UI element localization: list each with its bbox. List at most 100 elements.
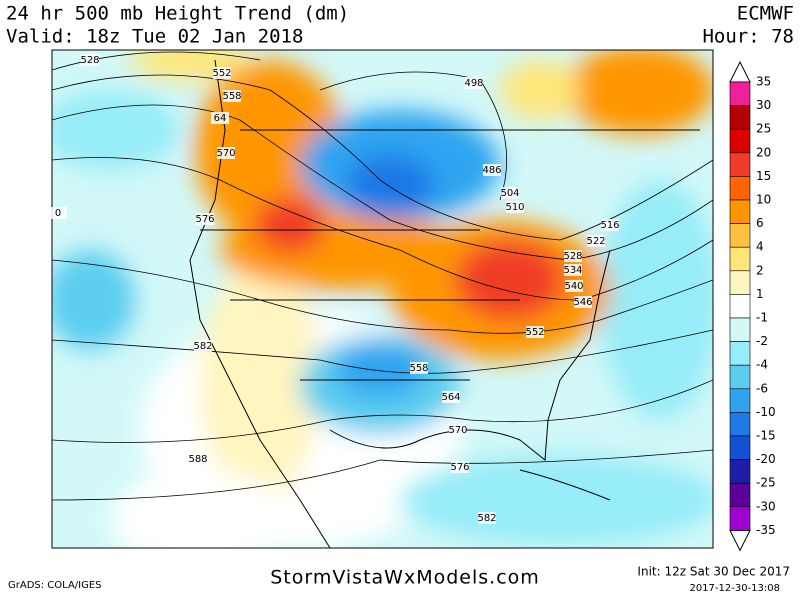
- contour-label-bg: [223, 90, 241, 102]
- colorbar-box: [729, 176, 751, 201]
- forecast-hour: Hour: 78: [702, 26, 794, 48]
- colorbar-box: [729, 459, 751, 484]
- contour-label-bg: [49, 207, 67, 219]
- colorbar-label: -20: [756, 452, 776, 466]
- timestamp: 2017-12-30-13:08: [689, 583, 780, 594]
- contour-label: 576: [450, 462, 469, 473]
- contour-label-bg: [564, 250, 582, 262]
- colorbar-label: 15: [756, 169, 771, 183]
- colorbar-box: [729, 223, 751, 248]
- colorbar-label: -35: [756, 523, 776, 537]
- contour-label-bg: [565, 280, 583, 292]
- title: 24 hr 500 mb Height Trend (dm): [6, 3, 349, 25]
- colorbar-box: [729, 482, 751, 508]
- colorbar-label: 6: [756, 216, 764, 230]
- colorbar-box: [729, 81, 751, 106]
- contour-label: 552: [212, 68, 231, 79]
- contour-label-bg: [506, 201, 524, 213]
- map: [52, 50, 713, 548]
- contour-label: 522: [586, 236, 605, 247]
- colorbar-box: [729, 105, 751, 130]
- contour-label: 498: [464, 78, 483, 89]
- colorbar-label: 2: [756, 263, 764, 277]
- colorbar-label: -30: [756, 499, 776, 513]
- colorbar-box: [729, 341, 751, 366]
- colorbar-box: [729, 412, 751, 437]
- contour-label-bg: [189, 453, 207, 465]
- site-name: StormVistaWxModels.com: [270, 567, 540, 589]
- contour-label: 576: [195, 214, 214, 225]
- colorbar-label: 10: [756, 193, 771, 207]
- colorbar: 35 30 25 20 15 10 6 4 2 1 -1 -2 -4 -6 -10 -15 -20 -25 -30 -…: [729, 60, 776, 552]
- contour-label-bg: [574, 296, 592, 308]
- contour-label: 504: [500, 188, 519, 199]
- contour-label: 570: [216, 148, 235, 159]
- colorbar-box: [729, 294, 751, 319]
- colorbar-box: [729, 128, 751, 154]
- colorbar-box: [729, 152, 751, 177]
- colorbar-box: [729, 270, 751, 295]
- colorbar-box: [729, 246, 751, 272]
- contour-label-bg: [194, 340, 212, 352]
- contour-label-bg: [501, 187, 519, 199]
- software-credit: GrADS: COLA/IGES: [8, 580, 102, 591]
- contour-label-bg: [587, 235, 605, 247]
- contour-label-bg: [478, 512, 496, 524]
- colorbar-label: 20: [756, 145, 771, 159]
- contour-label: 558: [222, 91, 241, 102]
- colorbar-box: [729, 199, 751, 224]
- contour-label: 540: [564, 281, 583, 292]
- contour-label-bg: [213, 67, 231, 79]
- contour-label: 510: [505, 202, 524, 213]
- contour-label: 552: [525, 327, 544, 338]
- colorbar-label: -4: [756, 358, 768, 372]
- contour-label-bg: [601, 219, 619, 231]
- colorbar-label: 35: [756, 75, 771, 89]
- init-time: Init: 12z Sat 30 Dec 2017: [637, 565, 790, 579]
- model-name: ECMWF: [737, 3, 794, 25]
- colorbar-label: -10: [756, 405, 776, 419]
- colorbar-label: -6: [756, 381, 768, 395]
- colorbar-box: [729, 506, 751, 531]
- colorbar-label: -1: [756, 311, 768, 325]
- contour-label-bg: [81, 54, 99, 66]
- contour-label-bg: [526, 326, 544, 338]
- colorbar-end: [729, 60, 751, 83]
- colorbar-label: 25: [756, 122, 771, 136]
- map-frame: [51, 49, 714, 549]
- contour-label: 0: [55, 208, 61, 219]
- contour-label-bg: [451, 461, 469, 473]
- contour-label-bg: [217, 147, 235, 159]
- contour-label-bg: [564, 264, 582, 276]
- colorbar-box: [729, 317, 751, 342]
- colorbar-label: -15: [756, 429, 776, 443]
- contour-label: 534: [563, 265, 582, 276]
- colorbar-label: 4: [756, 240, 764, 254]
- contour-label: 546: [573, 297, 592, 308]
- colorbar-label: -25: [756, 476, 776, 490]
- colorbar-box: [729, 388, 751, 413]
- contour-label-bg: [211, 112, 229, 124]
- contour-label: 558: [409, 363, 428, 374]
- colorbar-box: [729, 435, 751, 460]
- contour-label-bg: [442, 391, 460, 403]
- contour-label: 528: [563, 251, 582, 262]
- contour-label: 582: [193, 341, 212, 352]
- contour-label: 582: [477, 513, 496, 524]
- contour-label-bg: [483, 164, 501, 176]
- contour-label-bg: [449, 424, 467, 436]
- contour-label-bg: [196, 213, 214, 225]
- colorbar-label: -2: [756, 334, 768, 348]
- colorbar-end: [729, 529, 751, 552]
- valid-time: Valid: 18z Tue 02 Jan 2018: [6, 26, 303, 48]
- contour-label: 516: [600, 220, 619, 231]
- colorbar-box: [729, 364, 751, 390]
- contour-label-bg: [410, 362, 428, 374]
- colorbar-label: 1: [756, 287, 764, 301]
- contour-label: 528: [80, 55, 99, 66]
- colorbar-label: 30: [756, 98, 771, 112]
- contour-label: 486: [482, 165, 501, 176]
- contour-label: 64: [214, 113, 227, 124]
- contour-label: 570: [448, 425, 467, 436]
